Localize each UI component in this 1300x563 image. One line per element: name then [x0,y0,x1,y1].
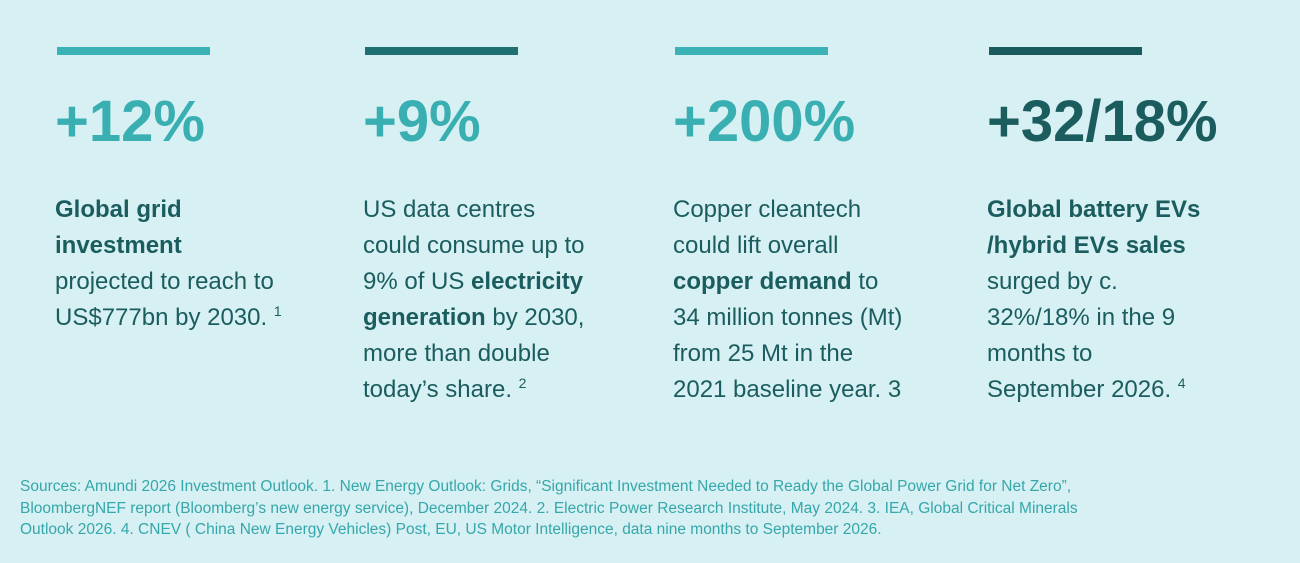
description: US data centres could consume up to 9% of … [363,192,584,408]
text: 2021 baseline year. 3 [673,376,902,403]
stat-value: +9% [363,89,481,154]
description-line: 34 million tonnes (Mt) [673,300,902,336]
stat-value: +200% [673,89,856,154]
description-line: investment [55,228,282,264]
description-line: months to [987,336,1200,372]
text: from 25 Mt in the [673,340,854,367]
text: 9% of US [363,268,472,295]
description-line: 32%/18% in the 9 [987,300,1200,336]
description-line: copper demand to [673,264,902,300]
text: more than double [363,340,550,367]
text: 32%/18% in the 9 [987,304,1176,331]
description-line: Copper cleantech [673,192,902,228]
bold-text: copper demand [673,268,852,295]
description-line: today’s share. 2 [363,372,584,408]
text: US data centres [363,196,536,223]
footnote-ref: 4 [1177,375,1186,391]
bold-text: Global battery EVs [987,196,1201,223]
text: projected to reach to [55,268,274,295]
text: US$777bn by 2030. [55,304,274,331]
text: could lift overall [673,232,839,259]
description-line: from 25 Mt in the [673,336,902,372]
description-line: /hybrid EVs sales [987,228,1200,264]
bold-text: Global grid [55,196,182,223]
description-line: US data centres [363,192,584,228]
accent-bar [675,47,828,55]
description-line: 9% of US electricity [363,264,584,300]
description-line: September 2026. 4 [987,372,1200,408]
sources-line: BloombergNEF report (Bloomberg’s new ene… [20,499,1078,517]
sources: Sources: Amundi 2026 Investment Outlook.… [20,476,1078,541]
bold-text: electricity [471,268,584,295]
description-line: could lift overall [673,228,902,264]
accent-bar [365,47,518,55]
bold-text: generation [363,304,486,331]
sources-line: Outlook 2026. 4. CNEV ( China New Energy… [20,521,882,538]
bold-text: /hybrid EVs sales [987,232,1186,259]
footnote-ref: 1 [273,303,282,319]
description-line: 2021 baseline year. 3 [673,372,902,408]
description-line: generation by 2030, [363,300,584,336]
description-line: could consume up to [363,228,584,264]
text: months to [987,340,1093,367]
text: Copper cleantech [673,196,862,223]
accent-bar [989,47,1142,55]
description: Global grid investment projected to reach … [55,192,282,336]
description-line: Global grid [55,192,282,228]
text: by 2030, [485,304,585,331]
bold-text: investment [55,232,182,259]
description-line: US$777bn by 2030. 1 [55,300,282,336]
description: Copper cleantech could lift overall copper… [673,192,902,408]
description-line: more than double [363,336,584,372]
footnote-ref: 2 [518,375,527,391]
text: September 2026. [987,376,1178,403]
stat-value: +32/18% [987,89,1218,154]
text: today’s share. [363,376,519,403]
accent-bar [57,47,210,55]
description-line: Global battery EVs [987,192,1200,228]
sources-line: Sources: Amundi 2026 Investment Outlook.… [20,478,1072,495]
text: could consume up to [363,232,585,259]
description-line: projected to reach to [55,264,282,300]
stat-value: +12% [55,89,205,154]
text: to [851,268,879,295]
description: Global battery EVs/hybrid EVs sales surge… [987,192,1200,408]
text: surged by c. [987,268,1118,295]
text: 34 million tonnes (Mt) [673,304,903,331]
description-line: surged by c. [987,264,1200,300]
